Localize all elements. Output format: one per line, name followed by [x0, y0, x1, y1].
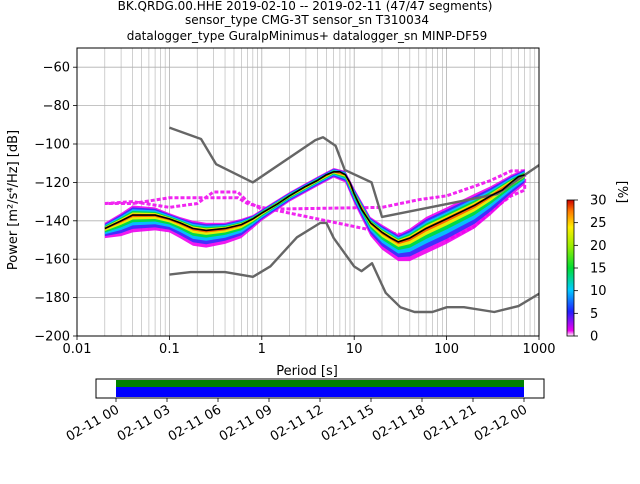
plot-frame [76, 47, 540, 337]
colorbar-tick-label: 15 [590, 262, 607, 277]
y-tick-label: −200 [34, 330, 70, 345]
colorbar-tick-label: 0 [590, 330, 598, 345]
colorbar [566, 199, 575, 337]
x-tick-label: 0.1 [159, 342, 180, 357]
y-tick-label: −80 [43, 99, 70, 114]
plot-area [77, 48, 539, 336]
colorbar-label: [%] [614, 181, 629, 204]
y-tick-label: −120 [34, 176, 70, 191]
timeline-tick-label: 02-11 03 [115, 402, 173, 444]
timeline-coverage-bottom [116, 387, 524, 397]
timeline-tick-label: 02-11 18 [370, 402, 428, 444]
curves [104, 126, 539, 314]
series-nhnm [168, 126, 539, 219]
x-tick-label: 0.01 [63, 342, 92, 357]
colorbar-ticks: 0 5 10 15 20 25 30 [574, 194, 607, 345]
colorbar-tick-label: 25 [590, 216, 607, 231]
colorbar-tick-label: 30 [590, 194, 607, 209]
y-tick-label: −180 [34, 291, 70, 306]
timeline-tick-label: 02-11 06 [166, 402, 224, 444]
y-tick-label: −60 [43, 61, 70, 76]
y-tick-label: −100 [34, 138, 70, 153]
y-tick-label: −160 [34, 253, 70, 268]
axis-ticks: 0.01 0.1 1 10 100 1000 −200 −180 −160 −140 −120 −10… [34, 61, 555, 357]
y-axis-label: Power [m²/s⁴/Hz] [dB] [6, 130, 21, 270]
x-axis-label: Period [s] [276, 364, 338, 379]
timeline-tick-label: 02-11 15 [319, 402, 377, 444]
series-mean [104, 171, 525, 243]
timeline-tick-label: 02-11 12 [268, 402, 326, 444]
series-nlnm [169, 221, 539, 314]
colorbar-tick-label: 20 [590, 239, 607, 254]
y-tick-label: −140 [34, 214, 70, 229]
title-line-1: BK.QRDG.00.HHE 2019-02-10 -- 2019-02-11 … [118, 0, 493, 13]
timeline-coverage-top [116, 380, 524, 387]
timeline-tick-label: 02-12 00 [472, 402, 530, 444]
x-tick-label: 10 [346, 342, 363, 357]
title-line-2: sensor_type CMG-3T sensor_sn T310034 [185, 13, 429, 27]
timeline-tick-label: 02-11 00 [64, 402, 122, 444]
x-tick-label: 1000 [522, 342, 555, 357]
title-line-3: datalogger_type GuralpMinimus+ datalogge… [127, 29, 488, 43]
timeline-tick-label: 02-11 21 [421, 402, 479, 444]
colorbar-tick-label: 5 [590, 307, 598, 322]
x-tick-label: 100 [434, 342, 459, 357]
x-tick-label: 1 [258, 342, 266, 357]
colorbar-tick-label: 10 [590, 284, 607, 299]
timeline-tick-label: 02-11 09 [217, 402, 275, 444]
